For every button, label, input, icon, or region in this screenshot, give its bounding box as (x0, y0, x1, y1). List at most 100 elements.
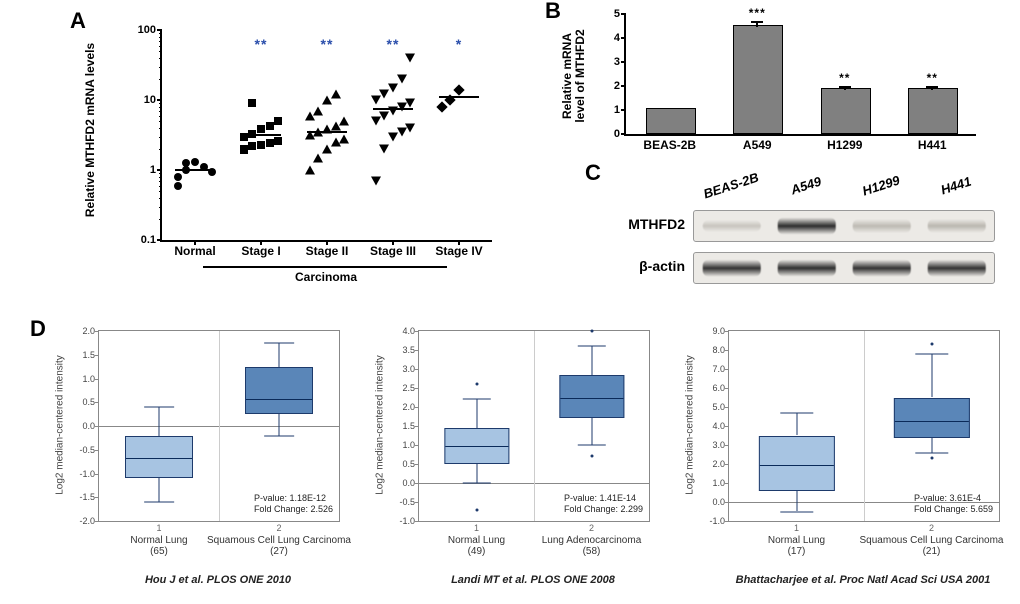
panel-d-y-tick (415, 483, 419, 484)
panel-b-y-tick (621, 37, 626, 39)
panel-c-band (702, 220, 761, 232)
panel-d-y-tick-label: 3.0 (402, 364, 415, 374)
panel-d-y-tick (725, 483, 729, 484)
panel-d-y-tick-label: 2.5 (402, 383, 415, 393)
panel-a-y-minor-tick (159, 186, 162, 187)
panel-a-y-minor-tick (159, 116, 162, 117)
panel-d-y-tick-label: 3.0 (712, 440, 725, 450)
panel-d-y-tick (725, 350, 729, 351)
panel-d-y-tick (95, 379, 99, 380)
panel-d-y-tick-label: 1.0 (712, 478, 725, 488)
panel-c-lane-label: BEAS-2B (701, 170, 760, 202)
panel-a-point (174, 173, 182, 181)
panel-b-plot-area: 012345BEAS-2B***A549**H1299**H441 (624, 14, 976, 136)
panel-d-y-tick (95, 331, 99, 332)
panel-b-significance: *** (749, 6, 766, 20)
panel-d-y-tick (95, 402, 99, 403)
panel-c-row-label: MTHFD2 (628, 216, 685, 232)
panel-b-bar (821, 88, 871, 134)
panel-a-y-minor-tick (159, 177, 162, 178)
panel-a-median-bar (307, 131, 347, 133)
panel-d-x-index: 2 (589, 523, 594, 533)
panel-a-median-bar (439, 96, 479, 98)
panel-d-y-tick (415, 331, 419, 332)
panel-c-band (852, 219, 911, 233)
panel-d-whisker (591, 417, 592, 446)
panel-a-y-minor-tick (159, 137, 162, 138)
panel-a-x-label: Normal (174, 244, 215, 258)
panel-d-y-tick (415, 369, 419, 370)
panel-d-y-tick (415, 502, 419, 503)
panel-a-y-minor-tick (159, 103, 162, 104)
panel-d-outlier (475, 383, 478, 386)
panel-a-y-minor-tick (159, 51, 162, 52)
panel-a-carcinoma-label: Carcinoma (295, 270, 357, 284)
panel-d-y-tick-label: 3.5 (402, 345, 415, 355)
panel-d-whisker (159, 407, 160, 436)
panel-c-band (852, 260, 911, 277)
panel-d-y-tick-label: 1.5 (82, 350, 95, 360)
panel-b-y-tick-label: 4 (614, 32, 620, 44)
panel-d-x-label: Squamous Cell Lung Carcinoma(27) (207, 535, 351, 557)
panel-d-median (560, 398, 623, 399)
panel-a-y-minor-tick (159, 41, 162, 42)
panel-d-y-tick (725, 388, 729, 389)
panel-d-y-tick-label: 0.0 (82, 421, 95, 431)
panel-d-whisker-cap (577, 346, 605, 347)
panel-a-y-minor-tick (159, 33, 162, 34)
panel-a-y-minor-tick (159, 128, 162, 129)
panel-a-scatter: Relative MTHFD2 mRNA levels 0.1110100Nor… (80, 20, 500, 290)
panel-d-whisker (279, 412, 280, 436)
panel-d-y-tick-label: 2.0 (82, 326, 95, 336)
panel-c-band (777, 218, 836, 235)
panel-a-point (257, 125, 265, 133)
panel-b-significance: ** (839, 71, 850, 85)
panel-d-x-index: 1 (474, 523, 479, 533)
panel-a-y-tick-label: 100 (138, 24, 156, 36)
panel-a-point (331, 90, 341, 99)
panel-c-band (927, 260, 986, 277)
panel-d-y-tick-label: 0.0 (712, 497, 725, 507)
panel-a-x-label: Stage II (306, 244, 349, 258)
panel-d-box (559, 375, 624, 419)
panel-c-lane-label: H1299 (860, 172, 901, 198)
panel-a-point (248, 142, 256, 150)
panel-a-y-minor-tick (159, 46, 162, 47)
panel-a-y-minor-tick (159, 181, 162, 182)
panel-d-y-tick (415, 407, 419, 408)
panel-a-point (405, 123, 415, 132)
panel-d-box (758, 436, 834, 491)
panel-d-citation: Bhattacharjee et al. Proc Natl Acad Sci … (736, 574, 991, 586)
panel-d-y-tick (725, 426, 729, 427)
panel-d-whisker (476, 462, 477, 483)
panel-d-plot: Log2 median-centered intensity-1.0-0.50.… (370, 320, 660, 590)
panel-a-point (436, 101, 447, 112)
panel-d-box (245, 367, 313, 414)
panel-d-stats: P-value: 1.18E-12Fold Change: 2.526 (254, 493, 333, 516)
panel-a-x-label: Stage I (241, 244, 280, 258)
panel-d-x-index: 2 (276, 523, 281, 533)
panel-c-strip (693, 210, 995, 242)
panel-b-y-tick (621, 133, 626, 135)
panel-b-y-tick (621, 85, 626, 87)
panel-d-stats: P-value: 1.41E-14Fold Change: 2.299 (564, 493, 643, 516)
panel-b-errorbar-cap (839, 86, 851, 88)
panel-a-point (174, 182, 182, 190)
panel-a-point (313, 153, 323, 162)
panel-b-y-tick (621, 109, 626, 111)
panel-a-point (453, 84, 464, 95)
panel-d-whisker-cap (264, 342, 294, 343)
panel-d-whisker-cap (780, 511, 813, 512)
panel-d-outlier (930, 343, 933, 346)
panel-a-point (379, 144, 389, 153)
panel-b-y-title: Relative mRNAlevel of MTHFD2 (561, 29, 587, 122)
panel-d-plot-area: -1.00.01.02.03.04.05.06.07.08.09.01Norma… (728, 330, 1000, 522)
panel-b-bar (908, 88, 958, 134)
panel-d-y-tick (725, 331, 729, 332)
panel-a-point (248, 99, 256, 107)
panel-d-y-tick (415, 464, 419, 465)
panel-d-whisker-cap (780, 412, 813, 413)
panel-a-y-minor-tick (159, 149, 162, 150)
panel-d-y-title: Log2 median-centered intensity (375, 355, 386, 495)
panel-label-d: D (30, 316, 46, 342)
